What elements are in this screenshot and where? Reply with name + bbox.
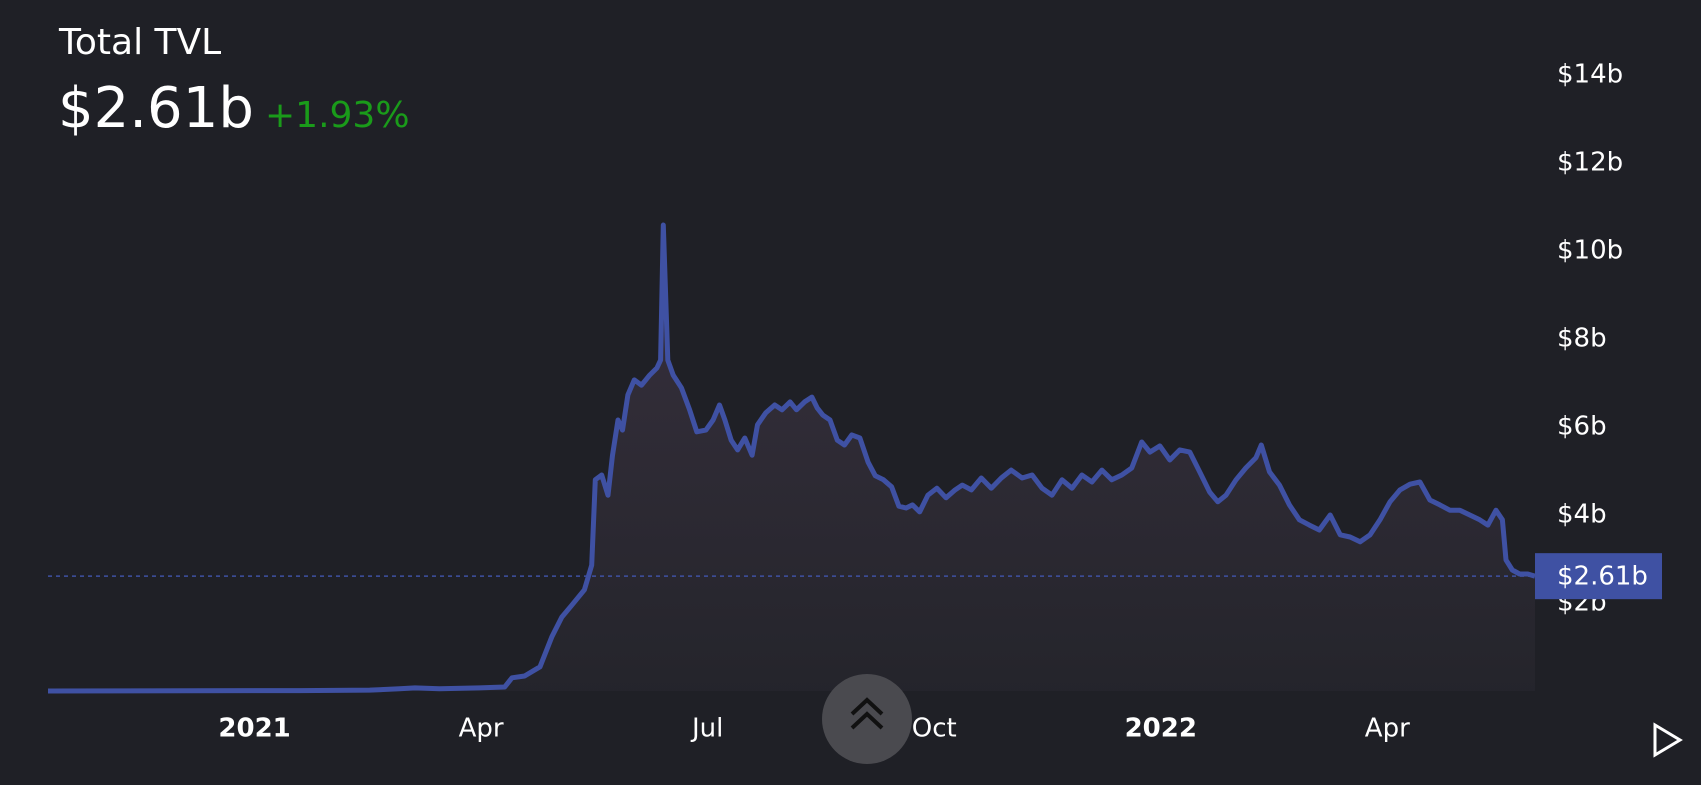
scroll-up-button[interactable] [822, 674, 912, 764]
current-value: $2.61b [58, 76, 254, 141]
x-tick-label: Oct [912, 714, 957, 744]
current-value-label: $2.61b [1557, 562, 1648, 592]
x-tick-label: Apr [1365, 714, 1410, 744]
y-tick-label: $6b [1557, 412, 1607, 442]
line [47, 222, 1536, 694]
plot: 2021 Apr Jul Oct 2022 Apr$2b$4b$6b$8b$10b$12b… [47, 60, 1662, 744]
y-tick-label: $12b [1557, 148, 1623, 178]
y-tick-label: $8b [1557, 324, 1607, 354]
play-button[interactable] [1653, 722, 1683, 758]
y-tick-label: $14b [1557, 60, 1623, 90]
area-fill [48, 225, 1535, 691]
chart-title: Total TVL [58, 22, 221, 63]
current-value-box [1535, 553, 1662, 600]
x-tick-label: Jul [690, 714, 723, 744]
change: +1.93% [265, 95, 410, 136]
x-tick-label: 2021 [218, 714, 290, 744]
x-tick-label: Apr [459, 714, 504, 744]
y-tick-label: $10b [1557, 236, 1623, 266]
x-tick-label: 2022 [1125, 714, 1197, 744]
y-tick-label: $4b [1557, 500, 1607, 530]
